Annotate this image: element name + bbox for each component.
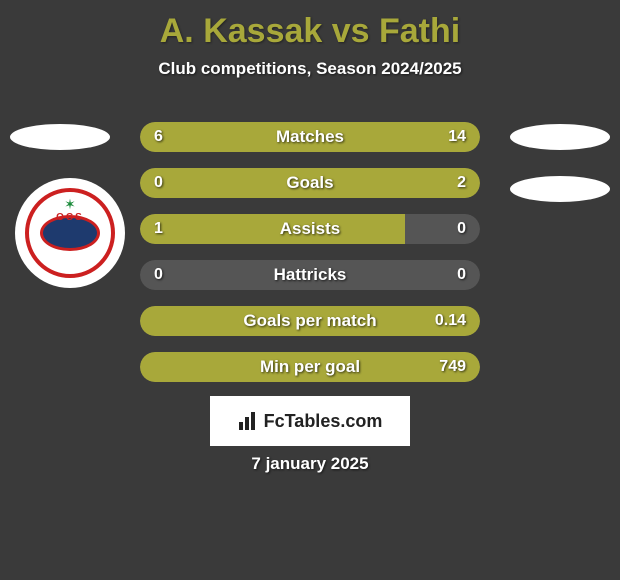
right-placeholder-icon-1 [510, 124, 610, 150]
star-icon: ✶ [64, 196, 76, 213]
bar-value-right: 2 [457, 168, 466, 198]
bar-value-right: 0 [457, 214, 466, 244]
bar-value-left: 6 [154, 122, 163, 152]
bar-row: Goals per match0.14 [140, 306, 480, 336]
left-placeholder-icon [10, 124, 110, 150]
bar-value-right: 0 [457, 260, 466, 290]
page-title: A. Kassak vs Fathi [0, 0, 620, 51]
bar-label: Goals [140, 168, 480, 198]
team-logo-text: OCS [56, 212, 84, 223]
footer-brand-box: FcTables.com [210, 396, 410, 446]
bar-row: Assists1 0 [140, 214, 480, 244]
bar-value-right: 0.14 [435, 306, 466, 336]
bar-label: Matches [140, 122, 480, 152]
bar-value-left: 1 [154, 214, 163, 244]
bar-label: Min per goal [140, 352, 480, 382]
bar-label: Goals per match [140, 306, 480, 336]
team-logo-inner: ✶ OCS [25, 188, 115, 278]
bar-label: Assists [140, 214, 480, 244]
bars-icon [238, 412, 260, 430]
bar-row: Hattricks0 0 [140, 260, 480, 290]
comparison-bars: Matches614Goals02Assists10Hattricks00Goa… [140, 122, 480, 398]
bar-value-right: 14 [448, 122, 466, 152]
bar-row: Min per goal749 [140, 352, 480, 382]
bar-value-right: 749 [439, 352, 466, 382]
right-placeholder-icon-2 [510, 176, 610, 202]
date-text: 7 january 2025 [0, 454, 620, 474]
bar-value-left: 0 [154, 168, 163, 198]
subtitle: Club competitions, Season 2024/2025 [0, 59, 620, 79]
bar-row: Goals0 2 [140, 168, 480, 198]
footer-brand-text: FcTables.com [264, 411, 383, 432]
team-logo-left: ✶ OCS [15, 178, 125, 288]
footer-brand: FcTables.com [238, 411, 383, 432]
bar-value-left: 0 [154, 260, 163, 290]
bar-label: Hattricks [140, 260, 480, 290]
bar-row: Matches6 14 [140, 122, 480, 152]
